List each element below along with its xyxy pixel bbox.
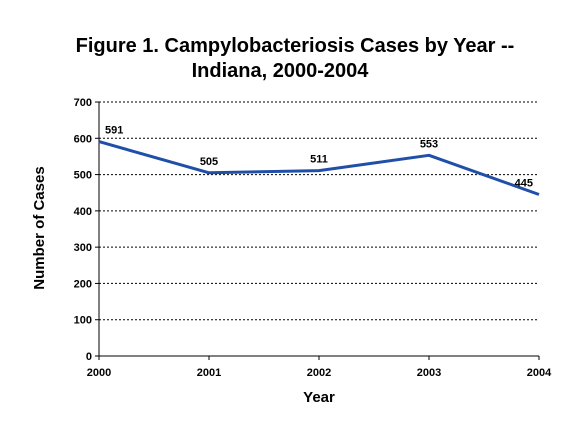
x-tick-label: 2004 xyxy=(527,367,552,379)
y-tick-label: 600 xyxy=(74,133,92,145)
y-axis-label: Number of Cases xyxy=(31,166,48,289)
y-tick-label: 0 xyxy=(86,351,92,363)
axes xyxy=(95,101,540,360)
y-tick-label: 100 xyxy=(74,315,92,327)
data-label: 591 xyxy=(105,125,123,137)
y-tick-label: 300 xyxy=(74,242,92,254)
data-label: 445 xyxy=(515,178,533,190)
y-tick-labels: 0 100 200 300 400 500 600 700 xyxy=(74,97,92,363)
series-line xyxy=(98,140,540,196)
y-tick-label: 500 xyxy=(74,170,92,182)
x-tick-labels: 2000 2001 2002 2003 2004 xyxy=(87,367,552,379)
chart-title-line-1: Figure 1. Campylobacteriosis Cases by Ye… xyxy=(76,35,515,57)
series-line-path xyxy=(98,140,540,196)
y-tick-label: 400 xyxy=(74,206,92,218)
chart-title-line-2: Indiana, 2000-2004 xyxy=(192,60,370,82)
y-tick-label: 200 xyxy=(74,278,92,290)
data-label: 553 xyxy=(420,138,438,150)
data-label: 505 xyxy=(200,156,218,168)
gridlines xyxy=(99,101,539,321)
x-axis-label: Year xyxy=(303,389,335,406)
y-tick-label: 700 xyxy=(74,97,92,109)
x-tick-label: 2001 xyxy=(197,367,221,379)
data-labels: 591 505 511 553 445 xyxy=(105,125,533,190)
data-label: 511 xyxy=(310,154,328,166)
x-tick-label: 2003 xyxy=(417,367,441,379)
x-tick-label: 2002 xyxy=(307,367,331,379)
x-tick-label: 2000 xyxy=(87,367,111,379)
